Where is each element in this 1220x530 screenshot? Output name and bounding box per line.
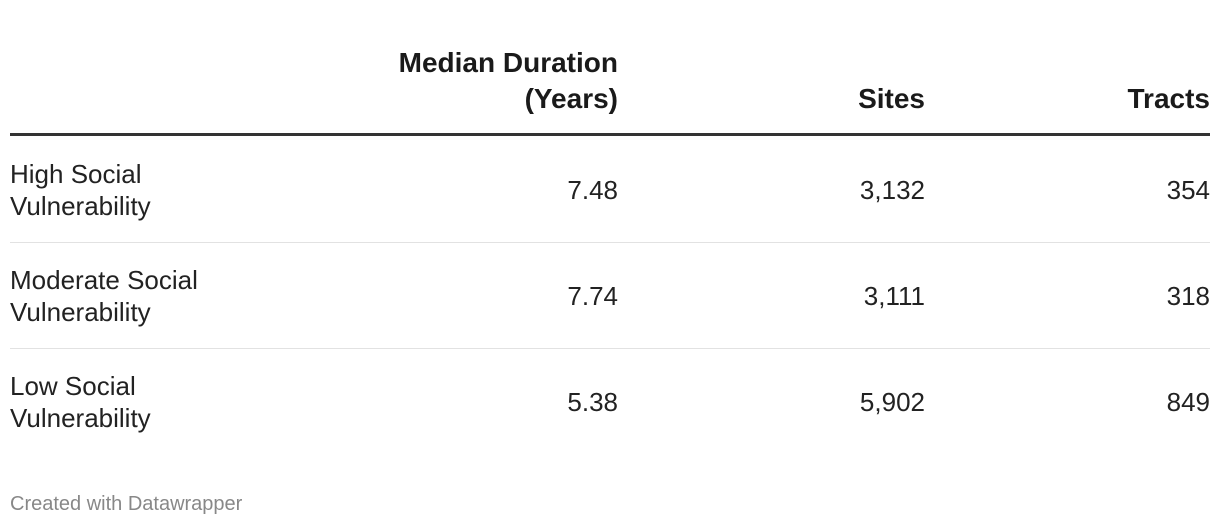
cell-value: 3,132	[859, 174, 925, 205]
footer: Created with Datawrapper	[10, 493, 243, 515]
column-header: Median Duration (Years)	[398, 47, 618, 114]
row-label: Low Social Vulnerability	[10, 371, 151, 433]
row-separator	[10, 242, 1210, 243]
cell-value: 354	[1166, 174, 1210, 205]
header-rule	[10, 133, 1210, 136]
cell-value: 318	[1166, 280, 1210, 311]
cell-value: 849	[1166, 386, 1210, 417]
row-label: High Social Vulnerability	[10, 159, 151, 221]
cell-value: 5,902	[859, 386, 925, 417]
cell-value: 5.38	[567, 386, 618, 417]
cell-value: 7.48	[567, 174, 618, 205]
column-header: Sites	[858, 83, 925, 114]
cell-value: 3,111	[863, 280, 925, 311]
row-separator	[10, 348, 1210, 349]
column-header: Tracts	[1127, 83, 1211, 114]
row-label: Moderate Social Vulnerability	[10, 265, 198, 327]
cell-value: 7.74	[567, 280, 618, 311]
